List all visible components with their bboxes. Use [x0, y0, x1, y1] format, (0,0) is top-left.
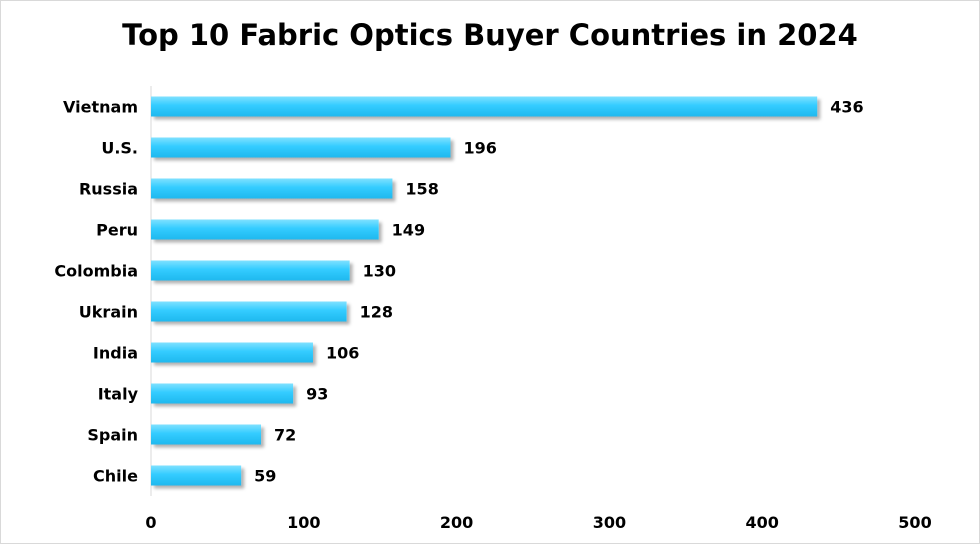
x-tick-label: 500: [898, 513, 931, 532]
bar: [151, 260, 350, 281]
chart-title: Top 10 Fabric Optics Buyer Countries in …: [122, 18, 858, 52]
bar: [151, 424, 262, 445]
category-label: Colombia: [54, 262, 138, 281]
data-label: 93: [306, 385, 328, 404]
category-label: Ukrain: [79, 303, 138, 322]
data-label: 436: [830, 98, 863, 117]
data-label: 128: [360, 303, 393, 322]
category-label: Russia: [79, 180, 138, 199]
bar: [151, 219, 379, 240]
category-label: India: [93, 344, 138, 363]
data-label: 72: [274, 426, 296, 445]
bar: [151, 96, 818, 117]
bar: [151, 342, 313, 363]
category-label: Vietnam: [63, 98, 138, 117]
data-label: 106: [326, 344, 359, 363]
x-tick-label: 300: [593, 513, 626, 532]
category-label: Italy: [98, 385, 139, 404]
data-label: 59: [254, 467, 276, 486]
x-tick-label: 100: [287, 513, 320, 532]
bar: [151, 137, 451, 158]
category-label: Chile: [93, 467, 138, 486]
data-label: 149: [392, 221, 425, 240]
category-label: Spain: [87, 426, 138, 445]
x-tick-label: 0: [145, 513, 156, 532]
data-label: 158: [405, 180, 438, 199]
data-label: 196: [463, 139, 496, 158]
x-tick-label: 400: [745, 513, 778, 532]
category-label: U.S.: [101, 139, 138, 158]
bar: [151, 383, 294, 404]
bar: [151, 301, 347, 322]
bar: [151, 178, 393, 199]
bar: [151, 465, 242, 486]
category-label: Peru: [96, 221, 138, 240]
data-label: 130: [363, 262, 396, 281]
x-tick-label: 200: [440, 513, 473, 532]
